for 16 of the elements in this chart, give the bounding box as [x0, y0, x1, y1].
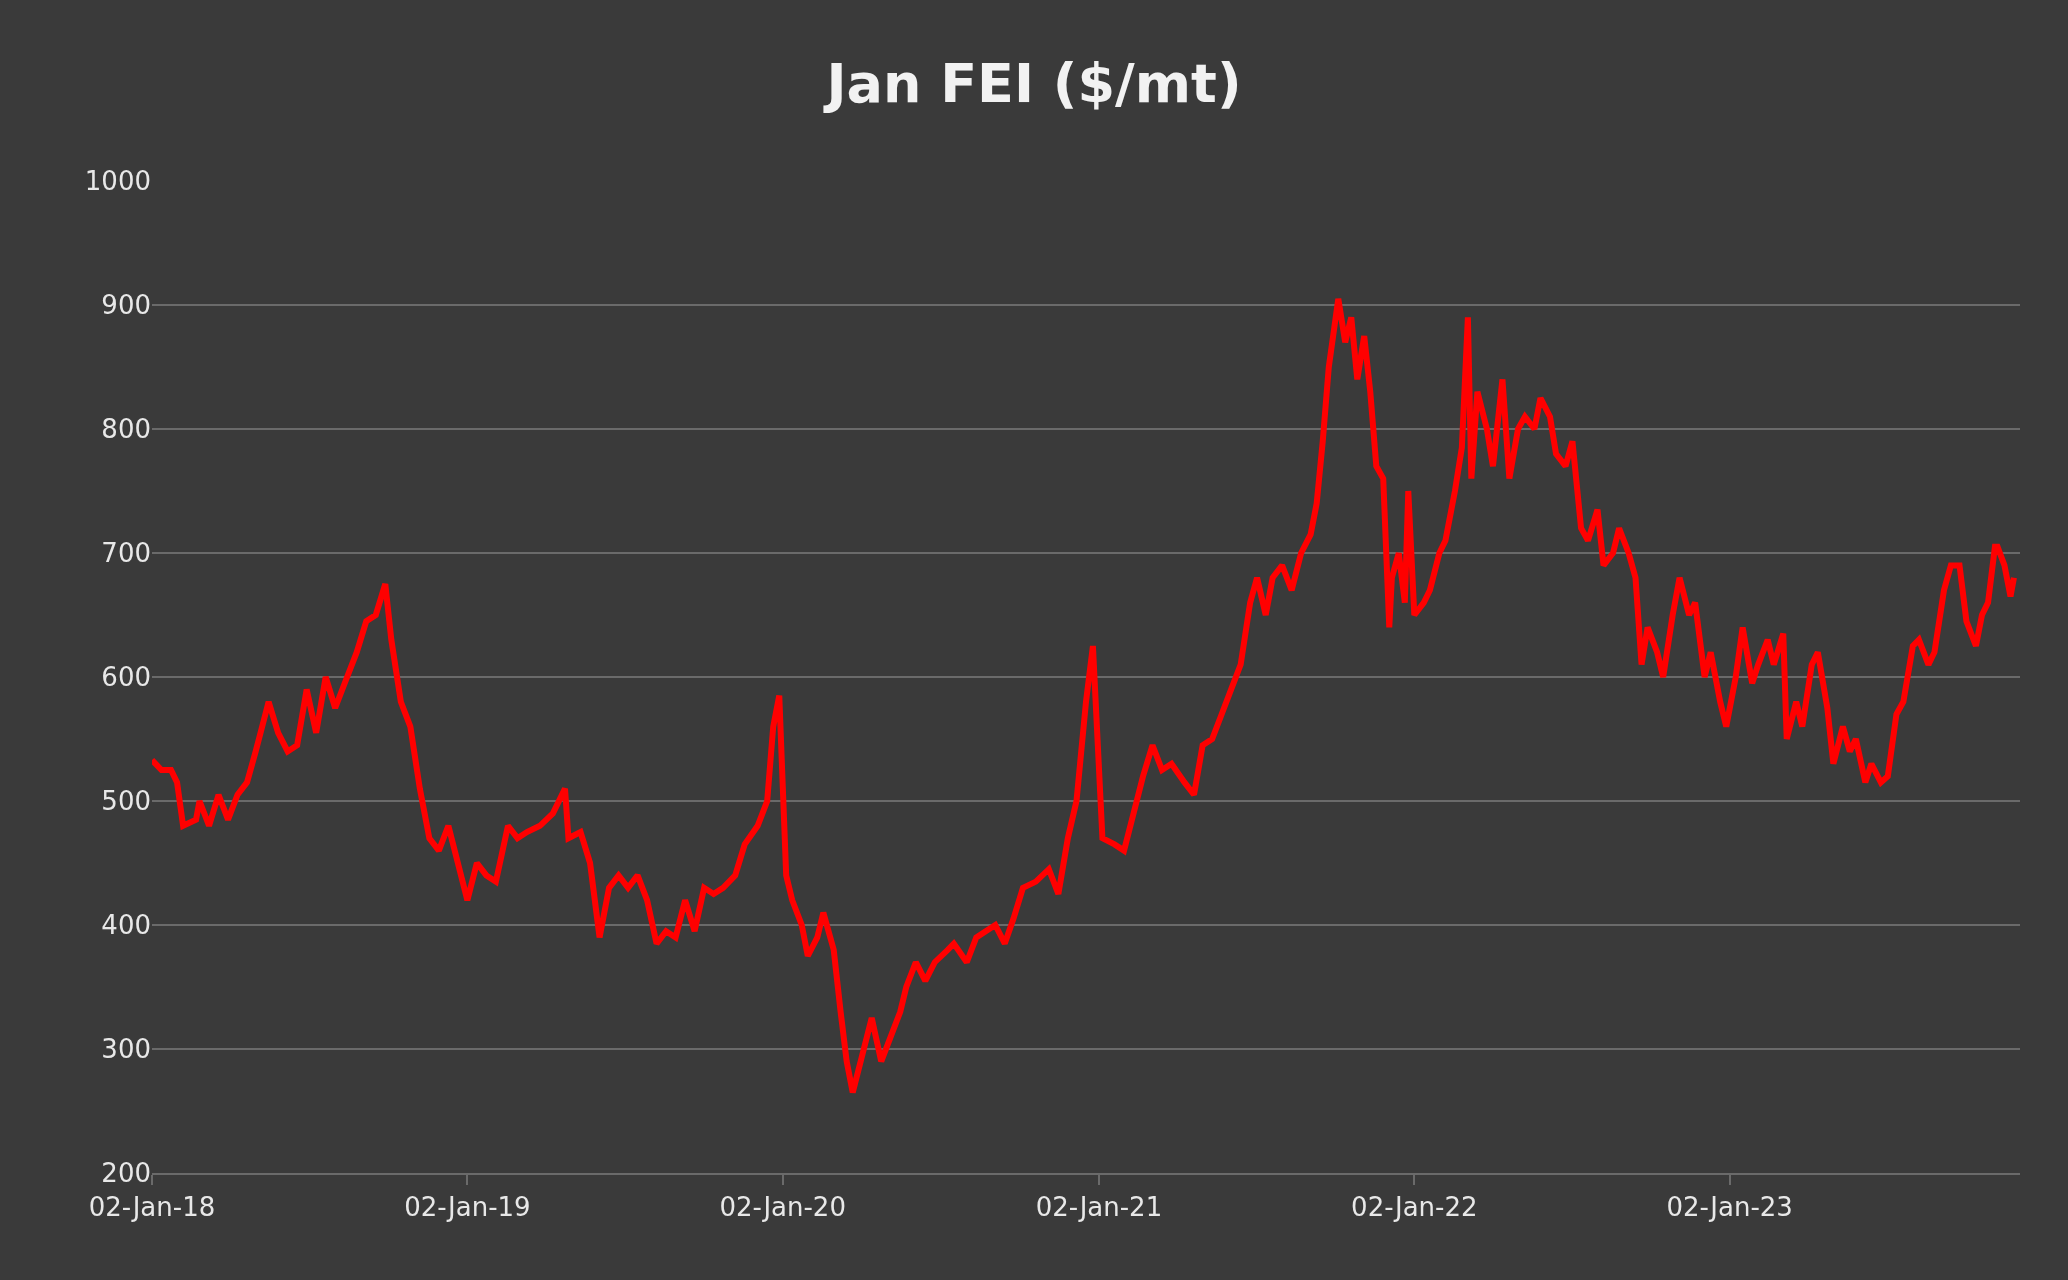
y-tick-label: 600 [101, 662, 151, 693]
y-tick-label: 500 [101, 786, 151, 817]
y-tick-label: 900 [101, 290, 151, 321]
x-tick-label: 02-Jan-21 [1035, 1192, 1163, 1223]
x-tick-label: 02-Jan-22 [1351, 1192, 1478, 1223]
x-tick-label: 02-Jan-20 [719, 1192, 846, 1223]
chart-title: Jan FEI ($/mt) [822, 51, 1242, 115]
x-tick-label: 02-Jan-23 [1666, 1192, 1793, 1223]
y-tick-label: 200 [101, 1158, 151, 1189]
y-tick-label: 800 [101, 414, 151, 445]
y-tick-label: 400 [101, 910, 151, 941]
x-tick-label: 02-Jan-19 [404, 1192, 531, 1223]
x-tick-label: 02-Jan-18 [88, 1192, 216, 1223]
y-tick-label: 1000 [84, 166, 151, 197]
y-tick-label: 300 [101, 1034, 151, 1065]
y-tick-label: 700 [101, 538, 151, 569]
